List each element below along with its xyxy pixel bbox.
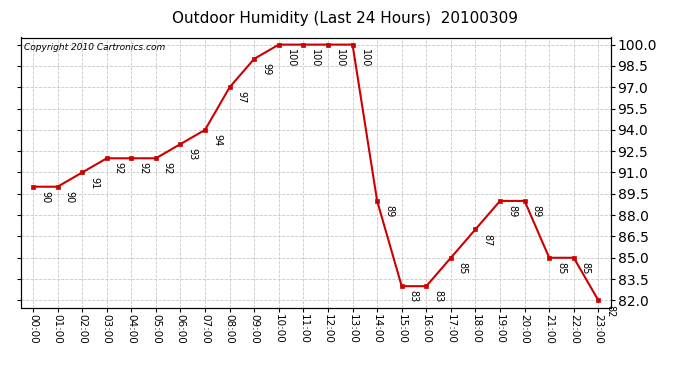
- Text: 87: 87: [482, 234, 493, 246]
- Text: 85: 85: [581, 262, 591, 274]
- Text: Outdoor Humidity (Last 24 Hours)  20100309: Outdoor Humidity (Last 24 Hours) 2010030…: [172, 11, 518, 26]
- Text: 89: 89: [384, 205, 394, 218]
- Text: 85: 85: [458, 262, 468, 274]
- Text: 99: 99: [262, 63, 271, 75]
- Text: 89: 89: [531, 205, 542, 218]
- Text: 90: 90: [65, 191, 75, 203]
- Text: 92: 92: [138, 162, 148, 175]
- Text: 90: 90: [40, 191, 50, 203]
- Text: 89: 89: [507, 205, 517, 218]
- Text: 100: 100: [310, 49, 320, 67]
- Text: 100: 100: [335, 49, 345, 67]
- Text: 92: 92: [163, 162, 172, 175]
- Text: 91: 91: [89, 177, 99, 189]
- Text: 85: 85: [556, 262, 566, 274]
- Text: 93: 93: [188, 148, 197, 160]
- Text: 94: 94: [212, 134, 222, 146]
- Text: 83: 83: [433, 290, 443, 303]
- Text: 82: 82: [605, 304, 615, 317]
- Text: 92: 92: [114, 162, 124, 175]
- Text: 83: 83: [408, 290, 419, 303]
- Text: 100: 100: [359, 49, 369, 67]
- Text: 97: 97: [237, 92, 246, 104]
- Text: Copyright 2010 Cartronics.com: Copyright 2010 Cartronics.com: [23, 43, 165, 52]
- Text: 100: 100: [286, 49, 296, 67]
